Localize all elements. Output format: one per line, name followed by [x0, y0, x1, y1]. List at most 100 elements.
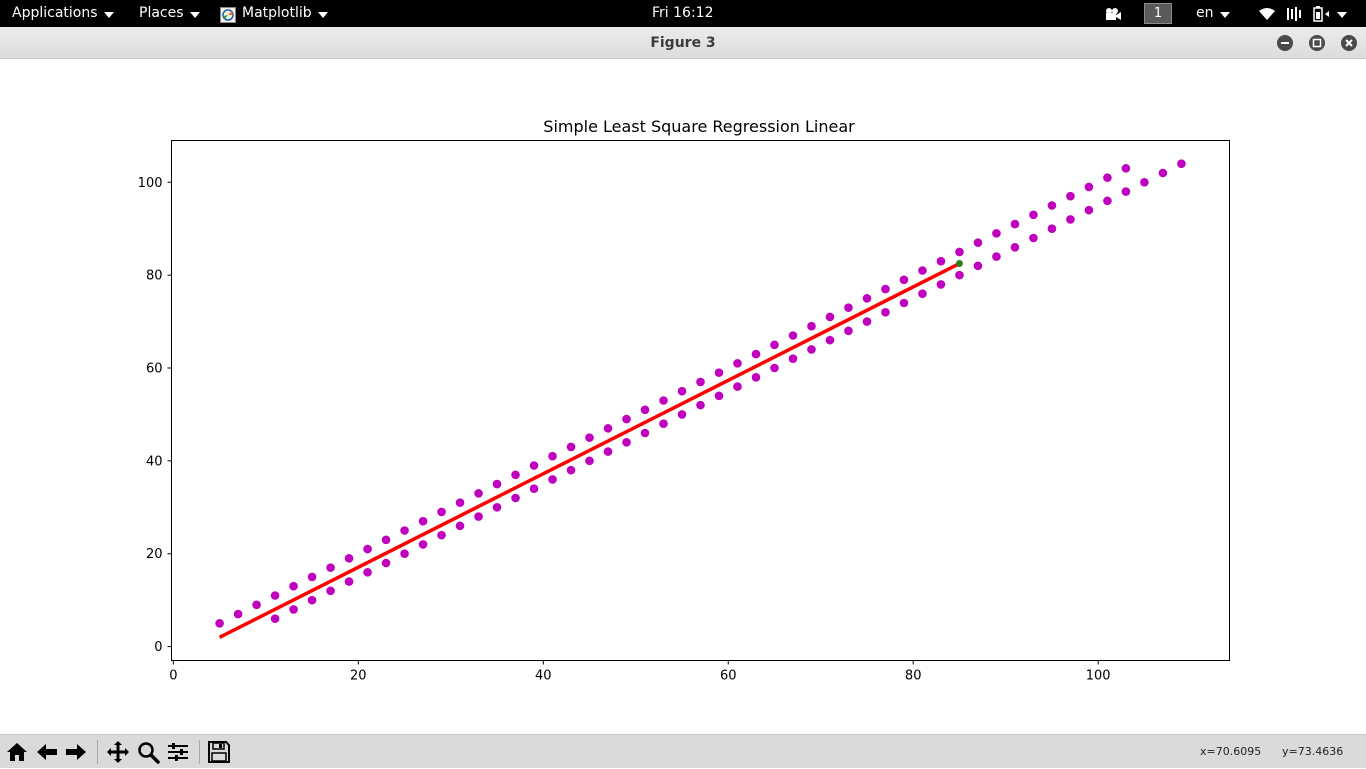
- regression-chart[interactable]: Simple Least Square Regression Linear 0 2…: [0, 59, 1366, 734]
- battery-icon[interactable]: [1313, 0, 1347, 27]
- scatter-point: [511, 470, 520, 480]
- scatter-point: [215, 619, 224, 628]
- forward-button[interactable]: [62, 738, 90, 766]
- back-button[interactable]: [33, 738, 61, 766]
- language-label: en: [1196, 5, 1214, 21]
- scatter-point: [455, 521, 465, 531]
- scatter-point: [622, 437, 631, 447]
- x-tick-label: 80: [905, 669, 922, 684]
- scatter-point: [677, 386, 687, 396]
- save-button[interactable]: [205, 738, 233, 766]
- maximize-button[interactable]: [1309, 35, 1325, 51]
- scatter-point: [566, 465, 576, 475]
- scatter-point: [326, 563, 335, 572]
- scatter-point: [1103, 196, 1112, 206]
- scatter-point: [899, 298, 909, 308]
- scatter-point: [585, 456, 594, 466]
- scatter-point: [807, 345, 816, 354]
- scatter-point: [1121, 187, 1131, 196]
- window-title: Figure 3: [650, 35, 716, 51]
- save-icon: [208, 741, 230, 763]
- scatter-point: [696, 377, 705, 387]
- wifi-icon[interactable]: [1258, 0, 1276, 27]
- configure-subplots-button[interactable]: [164, 738, 192, 766]
- scatter-point: [825, 312, 835, 322]
- x-tick-label: 100: [1086, 669, 1111, 684]
- scatter-point: [566, 442, 576, 452]
- back-arrow-icon: [37, 744, 57, 760]
- scatter-point: [1158, 168, 1168, 178]
- scatter-point: [548, 451, 557, 461]
- window-titlebar[interactable]: Figure 3: [0, 27, 1366, 59]
- app-menu[interactable]: Matplotlib: [220, 0, 328, 27]
- workspace-number: 1: [1144, 3, 1172, 24]
- scatter-point: [233, 609, 243, 619]
- close-button[interactable]: [1341, 35, 1357, 51]
- x-tick-label: 0: [169, 669, 177, 684]
- scatter-point: [1140, 177, 1149, 187]
- scatter-point: [289, 581, 298, 591]
- scatter-point: [1066, 215, 1075, 224]
- scatter-point: [973, 238, 983, 247]
- scatter-point: [751, 372, 761, 382]
- chevron-down-icon: [1337, 11, 1347, 18]
- figure-canvas[interactable]: Simple Least Square Regression Linear 0 2…: [0, 59, 1366, 734]
- scatter-point: [844, 303, 853, 312]
- scatter-point: [603, 424, 613, 433]
- scatter-point: [529, 484, 539, 494]
- minimize-button[interactable]: [1277, 35, 1293, 51]
- scatter-point: [585, 433, 594, 442]
- y-tick-label: 100: [138, 176, 163, 191]
- language-menu[interactable]: en: [1196, 0, 1230, 27]
- scatter-point: [1010, 219, 1020, 229]
- home-icon: [7, 743, 27, 761]
- forward-arrow-icon: [66, 744, 86, 760]
- x-tick-label: 40: [535, 669, 552, 684]
- places-menu-label: Places: [139, 5, 184, 21]
- configure-subplots-icon: [168, 743, 188, 761]
- places-menu[interactable]: Places: [139, 0, 200, 27]
- scatter-point: [511, 493, 520, 503]
- scatter-point: [455, 498, 465, 507]
- navigation-toolbar: x=70.6095 y=73.4636: [0, 734, 1366, 768]
- y-tick-label: 20: [146, 547, 163, 562]
- applications-menu[interactable]: Applications: [12, 0, 114, 27]
- scatter-point: [1084, 182, 1094, 192]
- scatter-point: [955, 270, 964, 280]
- scatter-point: [992, 229, 1001, 238]
- maximize-icon: [1312, 38, 1322, 48]
- scatter-point: [881, 307, 890, 317]
- scatter-point: [640, 428, 650, 438]
- scatter-point: [733, 382, 742, 391]
- scatter-point: [1047, 224, 1057, 234]
- clock[interactable]: Fri 16:12: [652, 0, 713, 27]
- y-tick-label: 40: [146, 454, 163, 469]
- axes-frame: [171, 140, 1230, 661]
- scatter-point: [918, 289, 927, 299]
- volume-icon[interactable]: [1286, 0, 1302, 27]
- scatter-point: [270, 591, 280, 600]
- zoom-button[interactable]: [134, 738, 162, 766]
- toolbar-separator: [97, 740, 98, 764]
- pan-button[interactable]: [104, 738, 132, 766]
- scatter-point: [677, 410, 687, 419]
- video-camera-icon[interactable]: [1104, 0, 1122, 27]
- home-button[interactable]: [3, 738, 31, 766]
- scatter-point: [640, 405, 650, 415]
- workspace-indicator[interactable]: 1: [1144, 0, 1172, 27]
- scatter-point: [992, 252, 1001, 261]
- scatter-point: [307, 572, 317, 582]
- app-menu-label: Matplotlib: [242, 5, 312, 21]
- pan-icon: [107, 741, 129, 763]
- scatter-point: [492, 479, 502, 489]
- scatter-point: [955, 247, 964, 257]
- chevron-down-icon: [189, 11, 200, 18]
- clock-label: Fri 16:12: [652, 5, 714, 21]
- scatter-point: [696, 400, 705, 410]
- scatter-point: [326, 586, 335, 596]
- scatter-point: [936, 256, 946, 266]
- scatter-point: [344, 554, 354, 563]
- scatter-point: [659, 396, 668, 405]
- predicted-point: [955, 260, 963, 268]
- scatter-point: [344, 577, 354, 586]
